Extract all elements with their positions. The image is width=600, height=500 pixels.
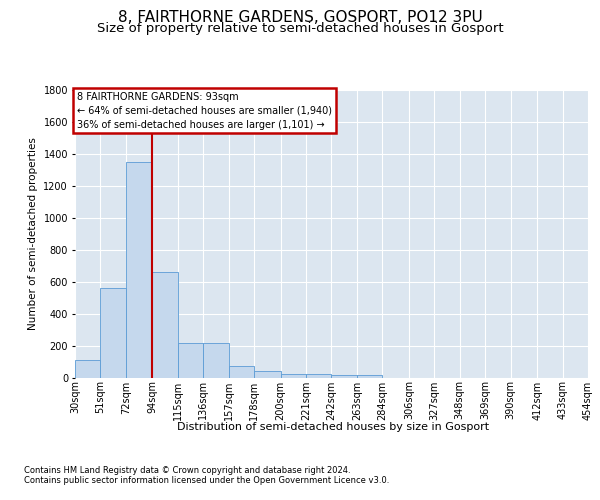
Bar bbox=[178, 343, 203, 378]
Bar bbox=[357, 375, 382, 378]
Bar bbox=[254, 371, 281, 378]
Text: 8 FAIRTHORNE GARDENS: 93sqm
← 64% of semi-detached houses are smaller (1,940)
36: 8 FAIRTHORNE GARDENS: 93sqm ← 64% of sem… bbox=[77, 92, 332, 130]
Y-axis label: Number of semi-detached properties: Number of semi-detached properties bbox=[28, 138, 38, 330]
Bar bbox=[75, 360, 100, 378]
Text: Size of property relative to semi-detached houses in Gosport: Size of property relative to semi-detach… bbox=[97, 22, 503, 35]
Bar bbox=[306, 374, 331, 378]
Text: Contains HM Land Registry data © Crown copyright and database right 2024.: Contains HM Land Registry data © Crown c… bbox=[24, 466, 350, 475]
Bar bbox=[152, 272, 178, 378]
Text: Distribution of semi-detached houses by size in Gosport: Distribution of semi-detached houses by … bbox=[177, 422, 489, 432]
Bar bbox=[203, 343, 229, 378]
Text: 8, FAIRTHORNE GARDENS, GOSPORT, PO12 3PU: 8, FAIRTHORNE GARDENS, GOSPORT, PO12 3PU bbox=[118, 10, 482, 25]
Bar bbox=[281, 374, 306, 378]
Bar bbox=[100, 288, 126, 378]
Bar bbox=[126, 162, 152, 378]
Bar bbox=[331, 375, 357, 378]
Text: Contains public sector information licensed under the Open Government Licence v3: Contains public sector information licen… bbox=[24, 476, 389, 485]
Bar bbox=[229, 366, 254, 378]
